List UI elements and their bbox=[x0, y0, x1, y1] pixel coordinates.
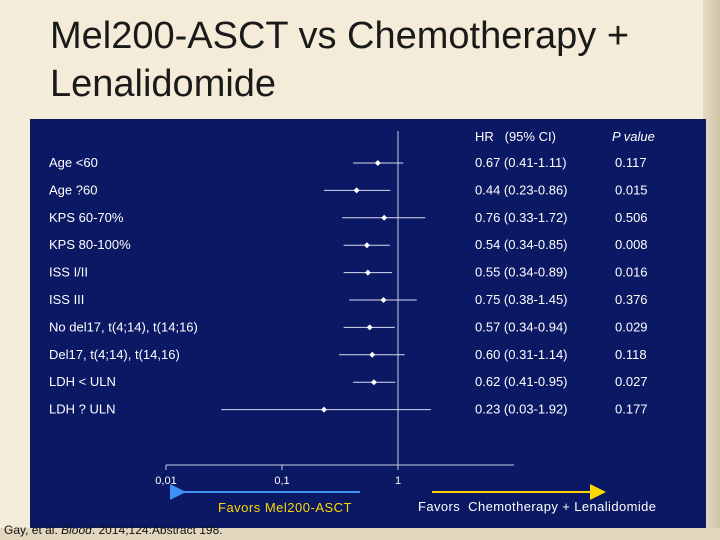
hr-point bbox=[364, 269, 371, 276]
hr-point bbox=[370, 379, 377, 386]
citation-journal: Blood bbox=[61, 523, 92, 537]
hr-point bbox=[363, 242, 370, 249]
hr-ci-value: 0.75 (0.38-1.45) bbox=[475, 292, 568, 307]
hr-ci-value: 0.62 (0.41-0.95) bbox=[475, 374, 568, 389]
hr-ci-value: 0.57 (0.34-0.94) bbox=[475, 319, 568, 334]
x-tick-label: 1 bbox=[395, 475, 401, 487]
hr-point bbox=[320, 406, 327, 413]
p-value: 0.027 bbox=[615, 374, 648, 389]
row-label: No del17, t(4;14), t(14;16) bbox=[49, 319, 198, 334]
row-label: LDH ? ULN bbox=[49, 402, 115, 417]
citation: Gay, et al. Blood. 2014;124:Abstract 198… bbox=[4, 523, 223, 537]
hr-ci-value: 0.67 (0.41-1.11) bbox=[475, 155, 567, 170]
p-value: 0.016 bbox=[615, 265, 648, 280]
row-label: ISS I/II bbox=[49, 265, 88, 280]
row-label: LDH < ULN bbox=[49, 374, 116, 389]
row-label: Del17, t(4;14), t(14,16) bbox=[49, 347, 180, 362]
hr-point bbox=[366, 324, 373, 331]
forest-rows: Age <60 0.67 (0.41-1.11) 0.117 Age ?60 0.44 … bbox=[49, 155, 648, 417]
p-value: 0.015 bbox=[615, 182, 648, 197]
hr-point bbox=[380, 297, 387, 303]
p-value: 0.118 bbox=[615, 347, 647, 362]
p-value: 0.506 bbox=[615, 210, 648, 225]
hr-point bbox=[353, 187, 360, 194]
forest-plot-panel bbox=[30, 119, 706, 528]
hr-ci-value: 0.55 (0.34-0.89) bbox=[475, 265, 568, 280]
hr-ci-value: 0.54 (0.34-0.85) bbox=[475, 237, 568, 252]
hr-point bbox=[381, 214, 388, 221]
favors-right-label: Favors Chemotherapy + Lenalidomide bbox=[418, 499, 656, 514]
p-value: 0.376 bbox=[615, 292, 648, 307]
row-label: Age <60 bbox=[49, 155, 98, 170]
hr-ci-value: 0.76 (0.33-1.72) bbox=[475, 210, 568, 225]
row-label: KPS 60-70% bbox=[49, 210, 124, 225]
header-p-value: P value bbox=[612, 129, 655, 144]
row-label: ISS III bbox=[49, 292, 84, 307]
x-tick-label: 0,01 bbox=[155, 475, 176, 487]
row-label: Age ?60 bbox=[49, 182, 97, 197]
favors-left-label: Favors Mel200-ASCT bbox=[218, 500, 352, 515]
row-label: KPS 80-100% bbox=[49, 237, 131, 252]
slide-shadow-bottom bbox=[0, 528, 720, 540]
hr-ci-value: 0.44 (0.23-0.86) bbox=[475, 182, 568, 197]
p-value: 0.008 bbox=[615, 237, 648, 252]
slide-shadow-right bbox=[703, 0, 720, 540]
citation-details: . 2014;124:Abstract 198. bbox=[91, 523, 223, 537]
p-value: 0.117 bbox=[615, 155, 647, 170]
hr-point bbox=[374, 160, 381, 166]
x-tick-label: 0,1 bbox=[274, 475, 289, 487]
hr-point bbox=[369, 351, 376, 358]
header-hr-ci: HR (95% CI) bbox=[475, 129, 556, 144]
p-value: 0.177 bbox=[615, 402, 648, 417]
x-axis: 0,01 0,1 1 bbox=[155, 131, 514, 487]
p-value: 0.029 bbox=[615, 319, 648, 334]
hr-ci-value: 0.60 (0.31-1.14) bbox=[475, 347, 568, 362]
citation-authors: Gay, et al. bbox=[4, 523, 62, 537]
slide-title: Mel200-ASCT vs Chemotherapy + Lenalidomi… bbox=[50, 15, 630, 105]
hr-ci-value: 0.23 (0.03-1.92) bbox=[475, 402, 568, 417]
